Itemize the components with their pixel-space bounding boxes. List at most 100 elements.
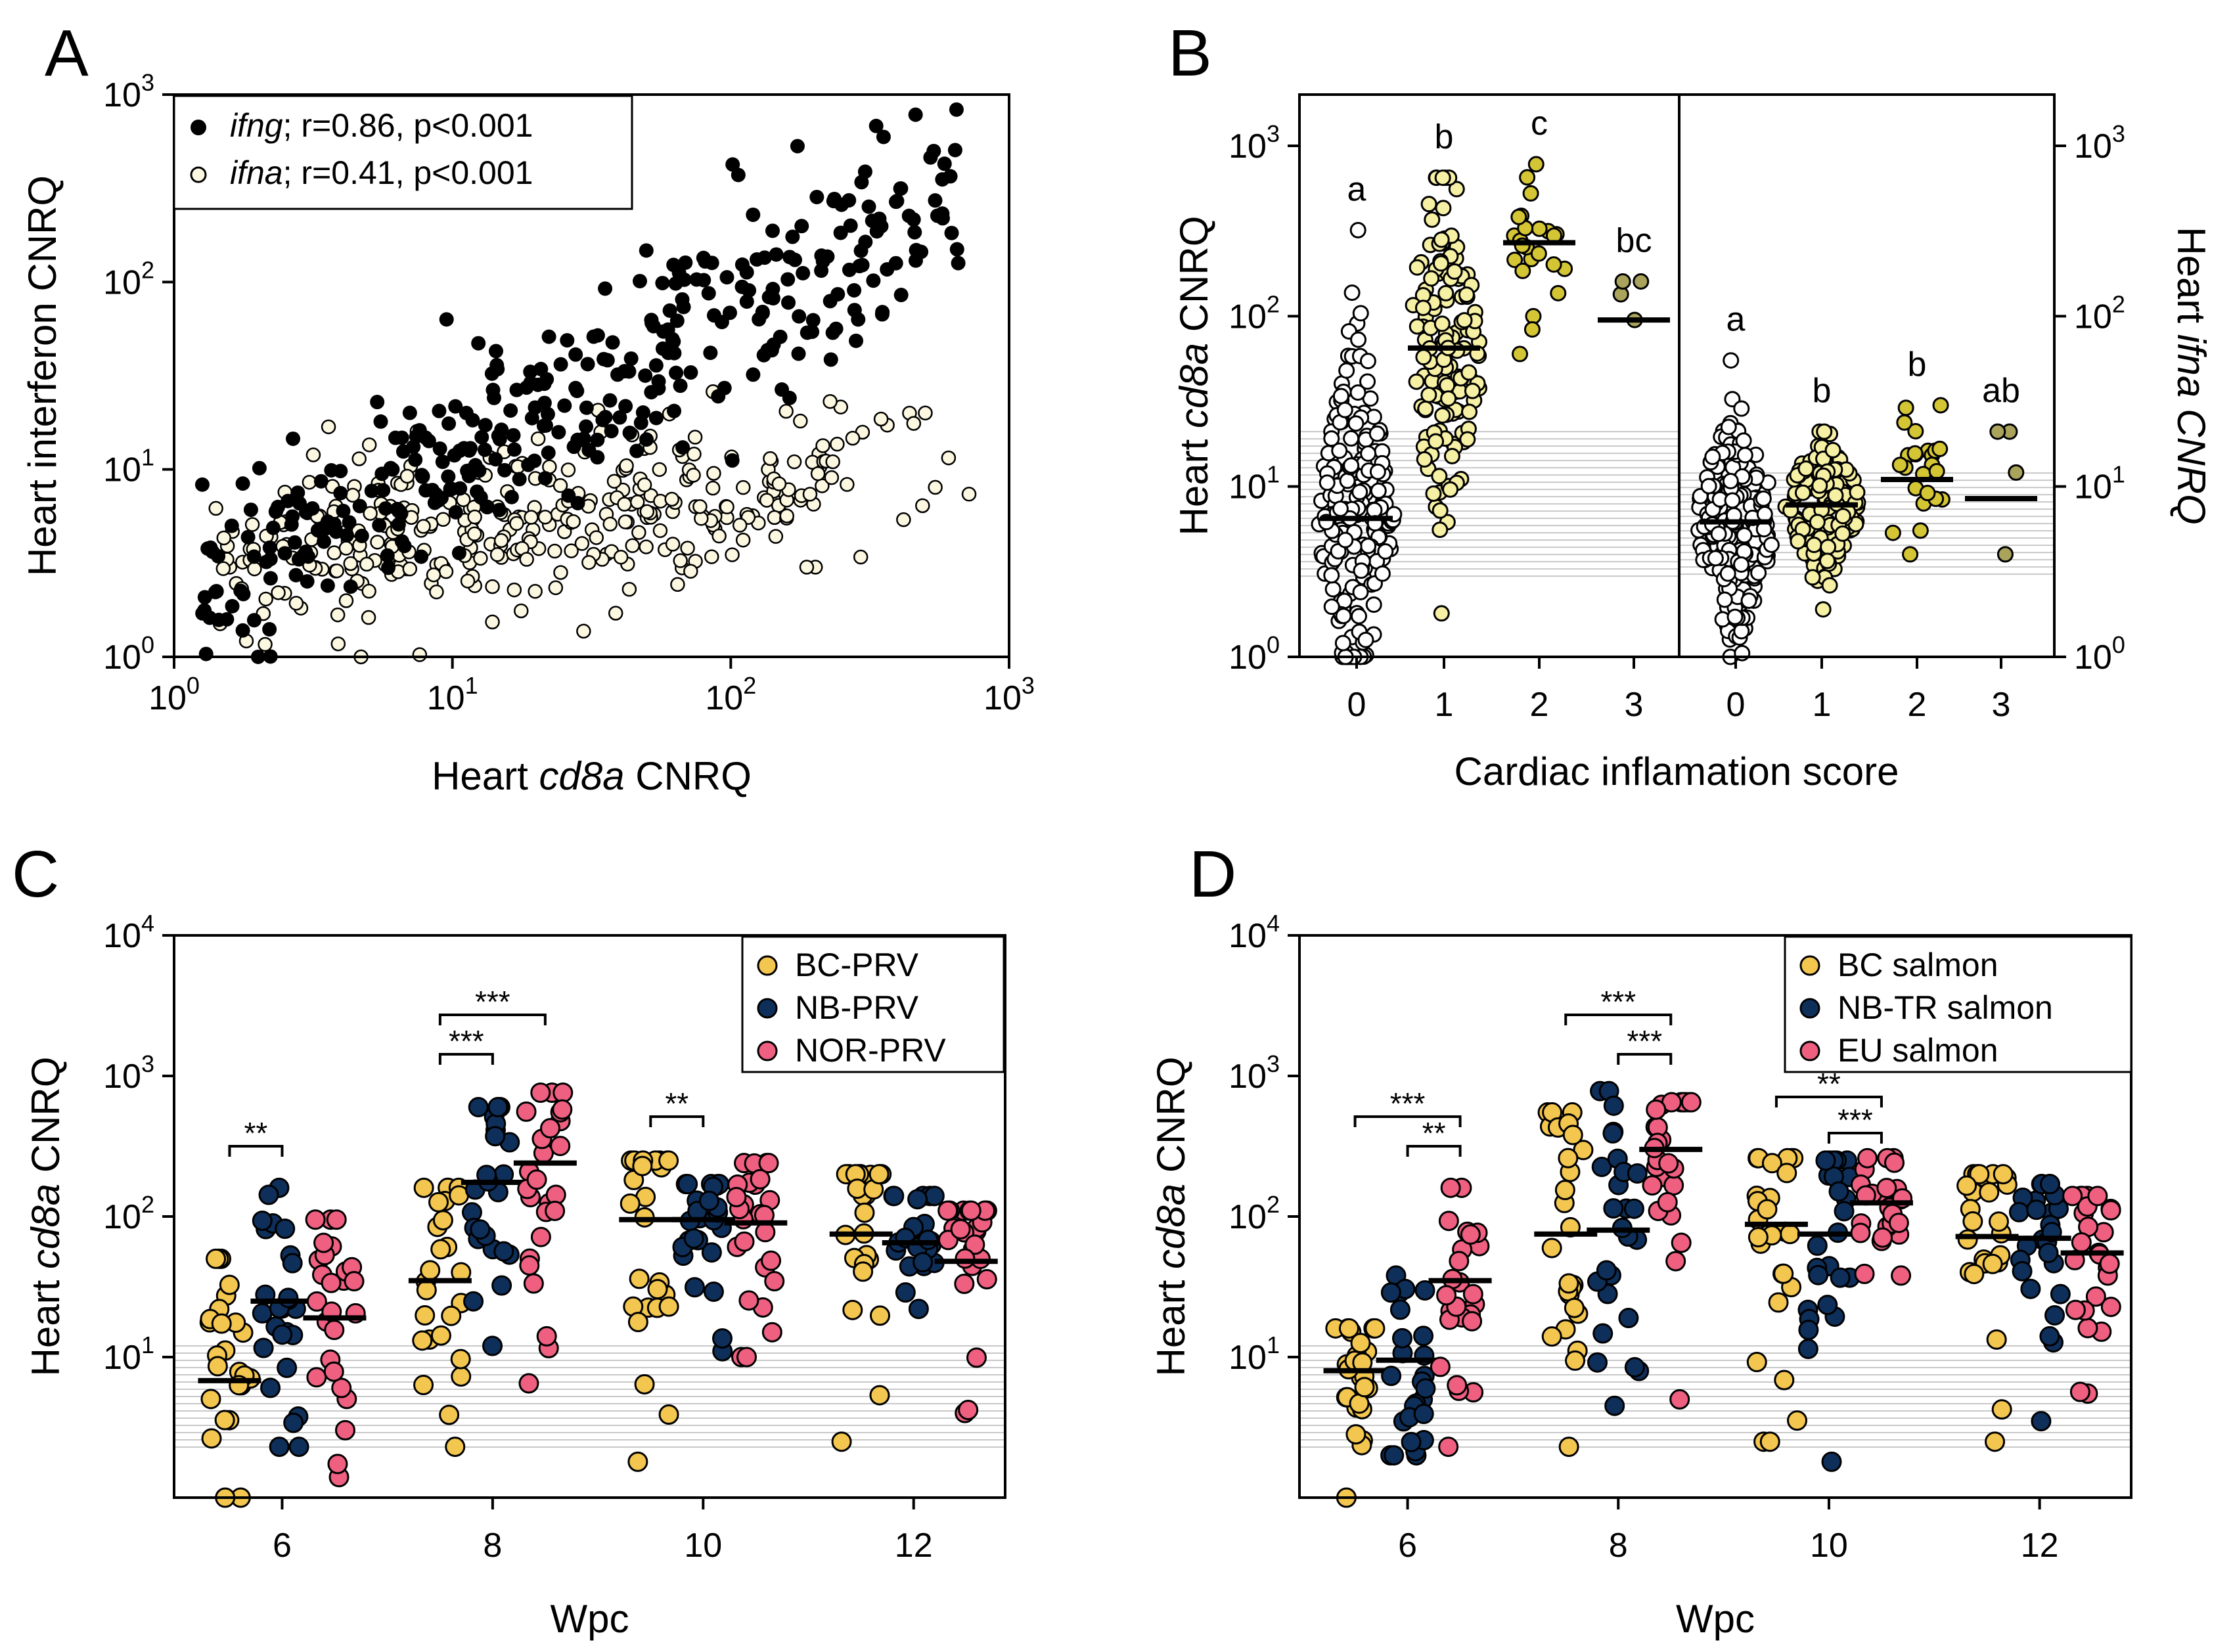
ifng-point — [944, 225, 959, 240]
ifng-point — [858, 234, 873, 250]
data-point — [1919, 485, 1936, 502]
data-point — [260, 1377, 281, 1398]
ifng-point — [937, 156, 952, 171]
ifna-point — [830, 436, 845, 452]
significance-letter: b — [1435, 118, 1454, 156]
data-point — [960, 1200, 981, 1221]
data-point — [1425, 485, 1442, 502]
ifng-point — [391, 517, 406, 532]
data-point — [1350, 1333, 1371, 1354]
ifna-point — [625, 538, 641, 553]
ifng-point — [388, 430, 403, 445]
ifng-point — [951, 256, 966, 271]
data-point — [964, 1234, 985, 1255]
data-point — [1956, 1175, 1977, 1196]
data-point — [2008, 464, 2025, 481]
data-point — [2050, 1284, 2071, 1305]
data-point — [275, 1218, 296, 1239]
data-point — [869, 1385, 890, 1406]
data-point — [1993, 1164, 2014, 1185]
ifna-point — [330, 607, 346, 623]
ifng-point — [623, 351, 639, 366]
x-axis-label: Wpc — [1676, 1597, 1755, 1641]
ifng-point — [240, 529, 256, 545]
x-tick-label: 12 — [895, 1527, 933, 1565]
data-point — [1360, 445, 1377, 462]
ifng-point — [576, 431, 591, 446]
x-tick-label: 10 — [1810, 1527, 1848, 1565]
data-point — [450, 1349, 471, 1370]
data-point — [1700, 478, 1717, 495]
data-point — [482, 1335, 503, 1356]
data-point — [1443, 447, 1460, 464]
ifng-point — [874, 307, 890, 322]
ifng-point — [246, 549, 261, 564]
data-point — [420, 1260, 441, 1281]
x-tick-label: 12 — [2021, 1527, 2059, 1565]
ifna-point — [680, 541, 695, 556]
data-point — [306, 1367, 327, 1388]
significance-letter: c — [1531, 104, 1548, 143]
data-point — [764, 1271, 785, 1292]
data-point — [1623, 1198, 1644, 1219]
ifng-point — [288, 568, 304, 583]
data-point — [1627, 1163, 1648, 1184]
ifng-point — [418, 483, 434, 498]
y-tick-label-right: 102 — [2074, 290, 2125, 336]
ifng-point — [923, 150, 938, 165]
data-point — [1794, 484, 1811, 501]
data-point — [1646, 1099, 1667, 1120]
ifng-point — [277, 546, 292, 561]
data-point — [1614, 273, 1631, 290]
ifng-point — [782, 390, 797, 405]
y-tick-label: 104 — [1229, 910, 1280, 955]
data-point — [219, 1274, 240, 1295]
ifna-point — [467, 509, 482, 525]
data-point — [1797, 1339, 1818, 1360]
ifna-point — [823, 393, 838, 409]
x-axis-label: Heart cd8a CNRQ — [432, 754, 752, 798]
data-point — [658, 1296, 679, 1317]
ifng-point — [629, 443, 644, 458]
ifng-point — [785, 229, 800, 244]
data-point — [627, 1451, 648, 1472]
data-point — [2040, 1174, 2061, 1195]
data-point — [734, 1231, 755, 1252]
data-point — [1446, 263, 1463, 280]
ifng-point — [451, 545, 466, 560]
data-point — [1618, 1308, 1639, 1329]
significance-label: *** — [1838, 1103, 1873, 1137]
ifng-point — [570, 496, 585, 511]
ifna-point — [215, 561, 231, 576]
data-point — [1658, 1153, 1679, 1174]
y-axis-label: Heart interferon CNRQ — [20, 175, 64, 576]
data-point — [1759, 1431, 1780, 1452]
data-point — [493, 1241, 514, 1262]
ifng-point — [198, 646, 214, 661]
ifna-point — [771, 476, 787, 491]
significance-bracket — [1406, 1145, 1462, 1157]
data-point — [1776, 1163, 1797, 1184]
ifng-point — [290, 485, 305, 501]
data-point — [1332, 388, 1349, 405]
legend-label: ifna; r=0.41, p<0.001 — [230, 154, 533, 191]
ifng-point — [689, 272, 704, 287]
data-point — [854, 1202, 875, 1223]
data-point — [1343, 457, 1360, 474]
data-point — [629, 1268, 650, 1289]
ifna-point — [564, 543, 579, 558]
data-point — [1440, 390, 1457, 407]
ifna-point — [537, 509, 553, 525]
ifna-point — [906, 416, 922, 431]
data-point — [2026, 1199, 2047, 1220]
ifng-point — [480, 499, 495, 514]
data-point — [416, 1280, 437, 1301]
ifng-point — [354, 528, 369, 543]
ifng-point — [893, 288, 909, 303]
panel-b: a 0 b 1 c 2 bc 3 a 0 b 1 b 2 ab 3 100 100 101 101 102 102 103 1… — [1172, 93, 2213, 793]
data-point — [1896, 414, 1913, 431]
ifna-point — [692, 499, 708, 514]
x-tick-label: 100 — [148, 672, 200, 717]
ifna-point — [853, 549, 868, 565]
ifng-point — [667, 403, 682, 418]
